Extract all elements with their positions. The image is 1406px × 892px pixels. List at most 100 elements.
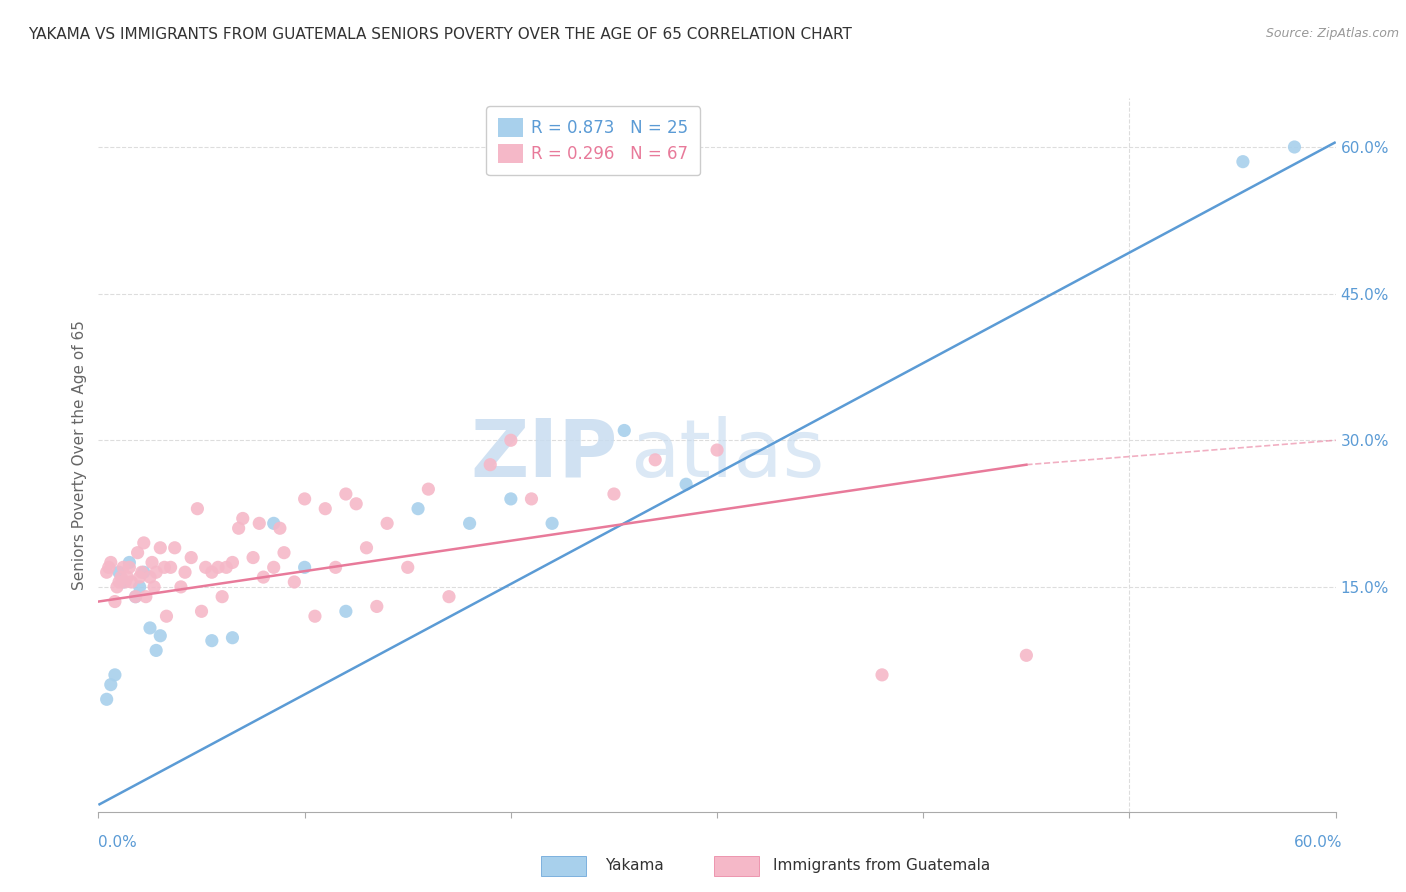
Point (1015, 648, 1038, 663)
Point (190, 604, 212, 618)
Point (139, 621, 162, 635)
Point (356, 541, 378, 555)
Point (104, 594, 127, 608)
Point (314, 501, 336, 516)
Point (105, 580, 128, 594)
Point (114, 574, 136, 589)
Point (375, 516, 398, 531)
Point (304, 609, 326, 624)
Point (128, 570, 150, 584)
Point (112, 560, 135, 574)
Point (100, 678, 122, 692)
Point (252, 570, 274, 584)
Point (335, 604, 357, 618)
Point (437, 590, 460, 604)
Point (294, 560, 316, 574)
Text: atlas: atlas (630, 416, 825, 494)
Point (186, 501, 208, 516)
Point (117, 570, 139, 584)
Point (127, 546, 149, 560)
Point (603, 487, 626, 501)
Point (242, 550, 264, 565)
Text: Yakama: Yakama (605, 858, 664, 872)
Point (479, 458, 502, 472)
Point (613, 424, 636, 438)
Point (139, 570, 162, 584)
Point (520, 491, 543, 506)
Point (499, 491, 522, 506)
Text: Source: ZipAtlas.com: Source: ZipAtlas.com (1265, 27, 1399, 40)
Point (112, 574, 135, 589)
Point (294, 491, 316, 506)
Point (1284, 140, 1306, 154)
Point (406, 501, 429, 516)
Point (145, 643, 167, 657)
Point (201, 566, 224, 580)
Point (108, 566, 131, 580)
Text: 60.0%: 60.0% (1295, 836, 1343, 850)
Point (1232, 154, 1254, 169)
Point (120, 574, 142, 589)
Point (149, 629, 172, 643)
Point (706, 443, 728, 458)
Point (97, 560, 120, 574)
Point (96, 566, 118, 580)
Point (141, 556, 163, 570)
Point (163, 541, 186, 555)
Text: YAKAMA VS IMMIGRANTS FROM GUATEMALA SENIORS POVERTY OVER THE AGE OF 65 CORRELATI: YAKAMA VS IMMIGRANTS FROM GUATEMALA SENI… (28, 27, 852, 42)
Point (170, 580, 193, 594)
Point (418, 482, 440, 496)
Point (675, 477, 697, 491)
Point (100, 556, 122, 570)
Point (194, 560, 217, 574)
Point (135, 590, 157, 604)
Point (174, 566, 197, 580)
Point (269, 521, 291, 535)
Point (263, 516, 285, 531)
Point (458, 516, 481, 531)
Point (145, 566, 167, 580)
Point (283, 574, 305, 589)
Y-axis label: Seniors Poverty Over the Age of 65: Seniors Poverty Over the Age of 65 (72, 320, 87, 590)
Point (118, 556, 141, 570)
Point (143, 580, 166, 594)
Point (396, 560, 419, 574)
Point (118, 560, 141, 574)
Point (149, 541, 172, 555)
Point (228, 521, 250, 535)
Point (344, 497, 367, 511)
Point (108, 574, 131, 589)
Point (128, 580, 150, 594)
Point (247, 516, 270, 531)
Point (155, 609, 177, 624)
Point (870, 668, 893, 682)
Point (153, 560, 176, 574)
Point (131, 566, 153, 580)
Point (104, 668, 127, 682)
Point (132, 536, 155, 550)
Text: 0.0%: 0.0% (98, 836, 138, 850)
Point (159, 560, 181, 574)
Point (325, 560, 347, 574)
Point (215, 560, 238, 574)
Text: ZIP: ZIP (471, 416, 619, 494)
Point (273, 546, 295, 560)
Point (366, 599, 388, 614)
Point (132, 566, 155, 580)
Point (644, 452, 666, 467)
Point (207, 560, 229, 574)
Point (221, 556, 243, 570)
Text: Immigrants from Guatemala: Immigrants from Guatemala (773, 858, 991, 872)
Point (180, 550, 202, 565)
Point (335, 487, 357, 501)
Point (110, 570, 132, 584)
Point (201, 633, 224, 648)
Point (232, 511, 254, 525)
Point (499, 434, 522, 448)
Point (124, 590, 146, 604)
Legend: R = 0.873   N = 25, R = 0.296   N = 67: R = 0.873 N = 25, R = 0.296 N = 67 (486, 106, 700, 175)
Point (124, 590, 146, 604)
Point (211, 590, 233, 604)
Point (263, 560, 285, 574)
Point (221, 631, 243, 645)
